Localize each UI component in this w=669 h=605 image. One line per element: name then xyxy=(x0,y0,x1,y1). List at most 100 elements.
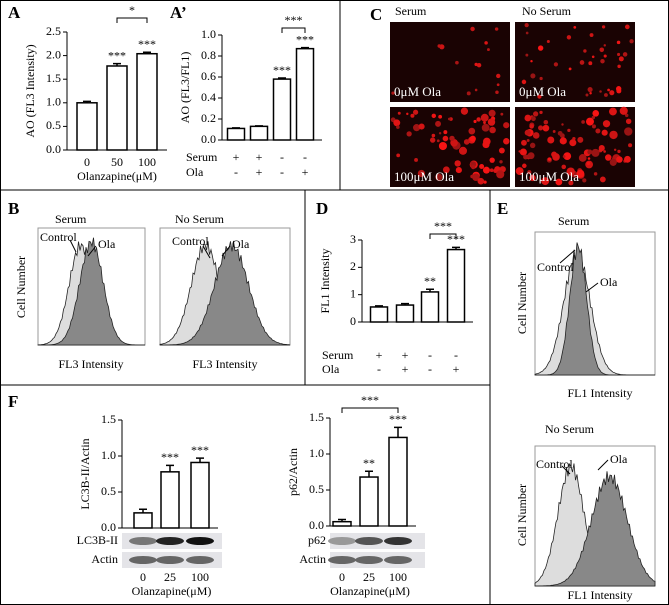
cell xyxy=(522,163,527,169)
cell xyxy=(525,31,529,35)
cell xyxy=(562,155,566,158)
cell xyxy=(547,136,555,144)
cell xyxy=(529,142,536,149)
cell xyxy=(541,177,550,186)
panel-label: D xyxy=(316,199,328,218)
cell xyxy=(431,133,436,138)
x-row-value: + xyxy=(402,362,409,376)
bracket-label: * xyxy=(129,3,135,17)
bar xyxy=(272,78,292,141)
cell xyxy=(537,94,542,99)
y-tick-label: 1 xyxy=(350,286,356,300)
cell xyxy=(526,139,530,142)
cell xyxy=(585,93,589,97)
cell xyxy=(524,114,532,122)
cell xyxy=(499,160,503,164)
blot-band xyxy=(129,537,157,545)
cell xyxy=(468,127,476,135)
cell xyxy=(595,128,601,134)
bar xyxy=(369,306,389,323)
cell xyxy=(489,126,496,134)
image-label: 0μM Ola xyxy=(519,84,566,99)
y-axis-label: AO (FL3/FL1) xyxy=(178,52,192,124)
cell xyxy=(622,52,628,57)
cell xyxy=(436,139,440,143)
cell xyxy=(601,25,606,29)
control-label: Control xyxy=(536,457,573,471)
panel-label: A xyxy=(8,3,21,22)
y-tick-label: 0.0 xyxy=(101,520,116,534)
blot-band xyxy=(355,537,383,545)
x-row-value: - xyxy=(234,165,238,179)
x-row-value: + xyxy=(233,150,240,164)
cell xyxy=(568,67,572,71)
cell xyxy=(628,143,633,148)
treated-label: Ola xyxy=(98,237,116,251)
cell xyxy=(414,158,418,162)
cell xyxy=(573,26,577,29)
cell xyxy=(458,146,468,155)
significance: *** xyxy=(108,48,126,62)
x-row-value: - xyxy=(280,165,284,179)
error-bar xyxy=(232,127,240,129)
x-axis-label: Olanzapine(μM) xyxy=(330,584,410,598)
cell xyxy=(598,145,605,152)
bar xyxy=(295,47,315,141)
blot-band xyxy=(186,537,214,545)
cell xyxy=(529,124,534,129)
cell xyxy=(563,152,572,160)
cell xyxy=(496,73,501,79)
cell xyxy=(449,135,455,142)
significance: *** xyxy=(296,32,314,46)
bar xyxy=(249,125,269,141)
bar xyxy=(106,65,128,151)
x-axis-label: FL1 Intensity xyxy=(568,386,633,400)
error-bar xyxy=(365,470,373,478)
cell xyxy=(583,49,587,53)
cell xyxy=(463,139,470,145)
x-row-value: - xyxy=(454,348,458,362)
cell xyxy=(568,180,574,186)
cell xyxy=(587,149,593,155)
bracket xyxy=(429,233,457,239)
y-tick-label: 1.0 xyxy=(101,448,116,462)
cell xyxy=(591,115,596,120)
x-axis-label: FL3 Intensity xyxy=(59,357,124,371)
micrograph xyxy=(515,22,635,102)
cell xyxy=(493,168,498,174)
bar xyxy=(420,291,440,323)
y-tick-label: 2.5 xyxy=(46,24,61,38)
panel-title: Serum xyxy=(558,214,590,228)
x-axis-label: FL1 Intensity xyxy=(568,588,633,602)
cell xyxy=(474,88,478,92)
arrow xyxy=(87,245,97,257)
y-tick-label: 0.8 xyxy=(201,48,216,62)
blot-band xyxy=(355,556,383,564)
control-label: Control xyxy=(537,260,574,274)
cell xyxy=(429,137,436,143)
cell xyxy=(417,169,426,178)
cell xyxy=(521,139,527,146)
y-tick-label: 1.0 xyxy=(201,27,216,41)
cell xyxy=(518,150,521,153)
x-tick-label: 100 xyxy=(138,155,156,169)
cell xyxy=(603,44,606,47)
cell xyxy=(531,116,536,122)
x-tick-label: 25 xyxy=(363,570,375,584)
cell xyxy=(442,166,450,174)
cell xyxy=(613,148,617,152)
cell xyxy=(435,120,442,127)
error-bar xyxy=(375,305,383,307)
panel-label: A’ xyxy=(170,3,187,22)
significance: *** xyxy=(273,63,291,77)
cell xyxy=(555,178,563,186)
x-tick-label: 100 xyxy=(389,570,407,584)
cell xyxy=(442,135,449,142)
significance: *** xyxy=(138,37,156,51)
cell xyxy=(489,157,495,163)
image-label: 100μM Ola xyxy=(519,169,579,184)
error-bar xyxy=(83,100,91,103)
blot-band xyxy=(156,537,184,545)
bracket xyxy=(116,17,148,23)
cell xyxy=(624,113,629,118)
